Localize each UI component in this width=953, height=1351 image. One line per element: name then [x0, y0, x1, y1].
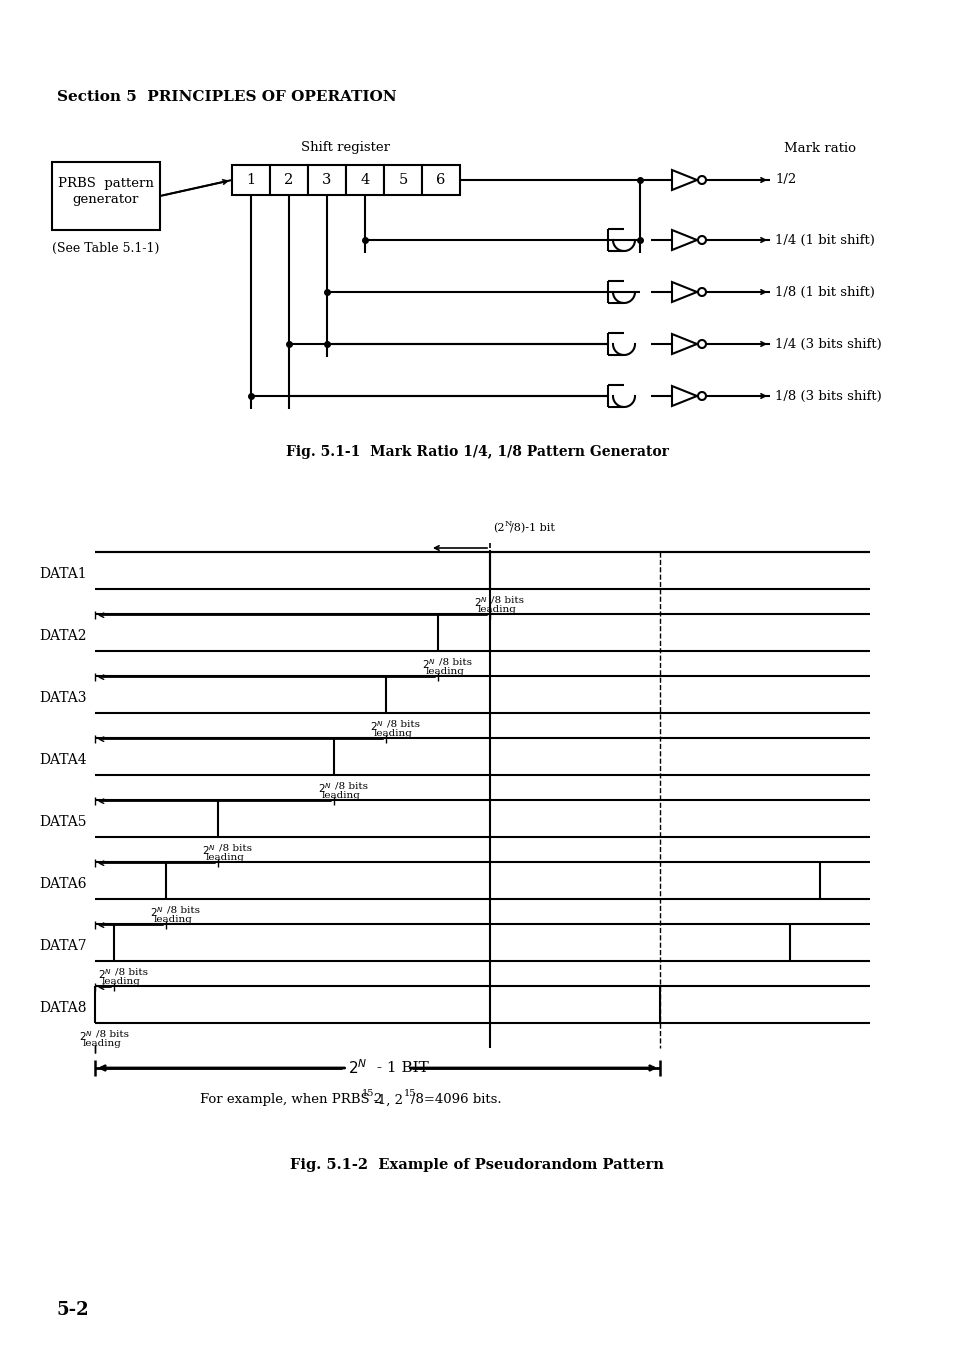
Text: (2: (2: [493, 523, 504, 534]
Text: DATA7: DATA7: [39, 939, 87, 952]
Text: DATA4: DATA4: [39, 753, 87, 767]
Text: 1/8 (3 bits shift): 1/8 (3 bits shift): [774, 389, 881, 403]
Text: /8 bits: /8 bits: [491, 596, 523, 604]
Text: /8 bits: /8 bits: [115, 967, 148, 977]
Text: /8 bits: /8 bits: [438, 657, 472, 666]
Text: DATA5: DATA5: [39, 815, 87, 828]
Text: /8 bits: /8 bits: [219, 843, 252, 852]
Text: $2^N$: $2^N$: [348, 1059, 367, 1077]
Text: $2^N$: $2^N$: [421, 657, 436, 671]
Bar: [232, 165, 270, 195]
Text: 5-2: 5-2: [57, 1301, 90, 1319]
Text: 3: 3: [322, 173, 332, 186]
Text: 1/2: 1/2: [774, 173, 796, 186]
Bar: [421, 165, 459, 195]
Text: Section 5  PRINCIPLES OF OPERATION: Section 5 PRINCIPLES OF OPERATION: [57, 91, 396, 104]
Bar: [52, 162, 160, 230]
Text: /8 bits: /8 bits: [96, 1029, 129, 1038]
Text: Fig. 5.1-2  Example of Pseudorandom Pattern: Fig. 5.1-2 Example of Pseudorandom Patte…: [290, 1158, 663, 1173]
Text: Fig. 5.1-1  Mark Ratio 1/4, 1/8 Pattern Generator: Fig. 5.1-1 Mark Ratio 1/4, 1/8 Pattern G…: [285, 444, 668, 459]
Text: /8)-1 bit: /8)-1 bit: [510, 523, 555, 534]
Text: DATA6: DATA6: [39, 877, 87, 890]
Text: /8 bits: /8 bits: [335, 781, 368, 790]
Text: PRBS  pattern: PRBS pattern: [58, 177, 153, 190]
Text: $2^N$: $2^N$: [317, 781, 332, 794]
Text: $2^N$: $2^N$: [79, 1029, 92, 1043]
Text: leading: leading: [322, 792, 360, 800]
Text: $2^N$: $2^N$: [370, 719, 384, 734]
Text: 1/8 (1 bit shift): 1/8 (1 bit shift): [774, 285, 874, 299]
Text: DATA3: DATA3: [39, 690, 87, 705]
Text: - 1 BIT: - 1 BIT: [372, 1061, 429, 1075]
Text: $2^N$: $2^N$: [150, 905, 164, 919]
Text: DATA2: DATA2: [39, 628, 87, 643]
Bar: [308, 165, 346, 195]
Bar: [346, 165, 384, 195]
Text: N: N: [504, 520, 512, 528]
Text: 1/4 (3 bits shift): 1/4 (3 bits shift): [774, 338, 881, 350]
Text: DATA8: DATA8: [39, 1001, 87, 1015]
Text: leading: leading: [374, 730, 413, 738]
Text: Mark ratio: Mark ratio: [783, 142, 855, 154]
Text: /8 bits: /8 bits: [167, 905, 200, 915]
Text: 4: 4: [360, 173, 369, 186]
Text: /8=4096 bits.: /8=4096 bits.: [411, 1093, 501, 1106]
Bar: [384, 165, 421, 195]
Text: Shift register: Shift register: [301, 142, 390, 154]
Text: $2^N$: $2^N$: [98, 967, 112, 981]
Text: leading: leading: [206, 854, 245, 862]
Text: leading: leading: [153, 915, 193, 924]
Text: 15: 15: [403, 1089, 416, 1098]
Text: 2: 2: [284, 173, 294, 186]
Text: For example, when PRBS 2: For example, when PRBS 2: [200, 1093, 382, 1106]
Text: -1, 2: -1, 2: [369, 1093, 402, 1106]
Text: 6: 6: [436, 173, 445, 186]
Text: leading: leading: [102, 977, 141, 986]
Text: 5: 5: [398, 173, 407, 186]
Text: leading: leading: [83, 1039, 122, 1048]
Text: 15: 15: [361, 1089, 374, 1098]
Text: generator: generator: [72, 193, 139, 207]
Text: leading: leading: [477, 605, 517, 615]
Text: $2^N$: $2^N$: [202, 843, 215, 857]
Text: 1/4 (1 bit shift): 1/4 (1 bit shift): [774, 234, 874, 246]
Text: $2^N$: $2^N$: [474, 596, 488, 609]
Bar: [270, 165, 308, 195]
Text: 1: 1: [246, 173, 255, 186]
Text: leading: leading: [426, 667, 464, 677]
Text: (See Table 5.1-1): (See Table 5.1-1): [52, 242, 159, 254]
Text: DATA1: DATA1: [39, 566, 87, 581]
Text: /8 bits: /8 bits: [387, 719, 419, 728]
